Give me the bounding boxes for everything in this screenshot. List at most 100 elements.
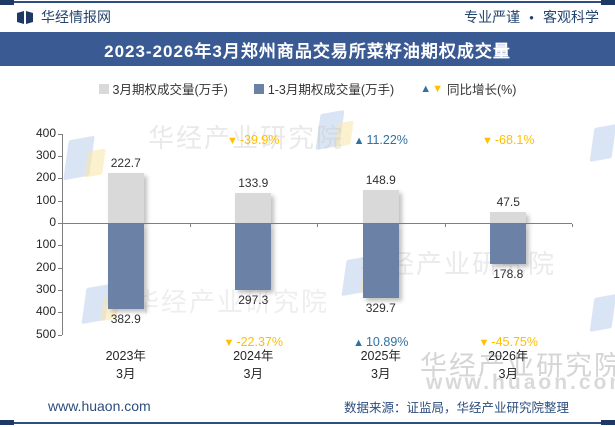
footer: www.huaon.com 数据来源：证监局，华经产业研究院整理 (0, 391, 615, 421)
legend-marker-blue-square (253, 83, 264, 94)
brand-logo-icon (17, 10, 33, 24)
x-label-year: 2026年 (488, 349, 529, 363)
y-axis-line (62, 134, 63, 335)
growth-value: -68.1% (494, 133, 535, 147)
month-growth-label: ▼ -68.1% (458, 133, 558, 147)
month-volume-bar (107, 173, 144, 223)
y-tick-label: 100 (35, 193, 56, 207)
cumulative-volume-value: 329.7 (365, 300, 396, 315)
x-category-label: 2025年 3月 (331, 348, 431, 383)
y-tick-label: 400 (35, 126, 56, 140)
slogan-dot-icon: ● (529, 12, 534, 22)
legend-label-growth: 同比增长(%) (447, 83, 517, 97)
month-volume-bar (362, 189, 399, 223)
month-volume-value: 133.9 (238, 176, 269, 191)
x-label-month: 3月 (498, 366, 518, 381)
x-tick-mark (317, 224, 318, 227)
x-label-year: 2025年 (360, 349, 401, 363)
month-volume-value: 148.9 (365, 172, 396, 187)
brand: 华经情报网 (16, 7, 111, 27)
x-label-month: 3月 (116, 366, 136, 381)
triangle-up-icon: ▲ (420, 82, 432, 95)
y-tick-label: 100 (35, 237, 56, 251)
corner-accent-top-right (601, 0, 615, 5)
top-border (0, 1, 615, 3)
cumulative-volume-value: 382.9 (110, 312, 141, 327)
growth-value: 10.89% (365, 335, 409, 349)
y-tick-mark (58, 245, 62, 246)
corner-accent-top-left (0, 0, 14, 5)
legend-marker-gray-square (98, 83, 109, 94)
y-tick-mark (58, 268, 62, 269)
cumulative-volume-bar (235, 224, 272, 291)
y-tick-mark (58, 134, 62, 135)
x-tick-mark (445, 224, 446, 227)
y-tick-mark (58, 156, 62, 157)
y-tick-label: 200 (35, 260, 56, 274)
x-category-label: 2026年 3月 (458, 348, 558, 383)
chart-title-bar: 2023-2026年3月郑州商品交易所菜籽油期权成交量 (0, 32, 615, 66)
x-tick-mark (62, 224, 63, 227)
corner-accent-bottom-right (601, 420, 615, 425)
growth-value: 11.22% (366, 133, 408, 147)
month-growth-label: ▲ 11.22% (331, 133, 431, 147)
growth-value: -45.75% (491, 335, 538, 349)
cumulative-volume-bar (362, 224, 399, 298)
triangle-down-icon: ▼ (478, 337, 490, 349)
slogan-right: 客观科学 (543, 9, 599, 25)
cumulative-growth-label: ▼ -45.75% (458, 335, 558, 349)
legend: 3月期权成交量(万手) 1-3月期权成交量(万手) ▲ ▼ 同比增长(%) (0, 79, 615, 98)
y-tick-mark (58, 335, 62, 336)
legend-item-month-volume: 3月期权成交量(万手) (98, 79, 228, 98)
plot-area: 400 300 200 100 0 100 200 300 400 500 222.7 382.9 20… (0, 105, 615, 395)
y-tick-mark (58, 223, 62, 224)
growth-value: -22.37% (236, 335, 283, 349)
x-tick-mark (572, 224, 573, 227)
legend-item-cumulative-volume: 1-3月期权成交量(万手) (253, 79, 395, 98)
y-tick-mark (58, 178, 62, 179)
triangle-down-icon: ▼ (482, 135, 493, 147)
x-label-month: 3月 (371, 366, 391, 381)
y-tick-label: 300 (35, 282, 56, 296)
triangle-down-icon: ▼ (227, 135, 238, 147)
month-volume-value: 47.5 (496, 195, 520, 210)
cumulative-volume-value: 297.3 (238, 293, 269, 308)
triangle-up-icon: ▲ (353, 135, 365, 147)
y-tick-label: 300 (35, 148, 56, 162)
legend-item-growth: ▲ ▼ 同比增长(%) (420, 79, 516, 98)
y-tick-mark (58, 290, 62, 291)
triangle-up-icon: ▲ (353, 337, 364, 349)
cumulative-volume-bar (107, 224, 144, 310)
x-tick-mark (190, 224, 191, 227)
x-category-label: 2023年 3月 (76, 348, 176, 383)
legend-label-cumulative-volume: 1-3月期权成交量(万手) (267, 83, 395, 97)
month-volume-bar (235, 193, 272, 223)
chart-title: 2023-2026年3月郑州商品交易所菜籽油期权成交量 (104, 41, 511, 61)
month-growth-label: ▼ -39.9% (203, 133, 303, 147)
month-volume-value: 222.7 (110, 156, 141, 171)
brand-name: 华经情报网 (41, 9, 111, 25)
header: 华经情报网 专业严谨 ● 客观科学 (0, 4, 615, 30)
y-tick-label: 200 (35, 170, 56, 184)
y-tick-label: 500 (35, 327, 56, 341)
cumulative-volume-value: 178.8 (493, 266, 524, 281)
x-label-year: 2023年 (105, 349, 146, 363)
y-tick-label: 0 (49, 215, 56, 229)
legend-label-month-volume: 3月期权成交量(万手) (112, 83, 228, 97)
x-axis-line (62, 223, 572, 224)
x-label-month: 3月 (243, 366, 263, 381)
data-source-note: 数据来源：证监局，华经产业研究院整理 (343, 400, 569, 415)
triangle-down-icon: ▼ (223, 337, 235, 349)
corner-accent-bottom-left (0, 420, 14, 425)
x-category-label: 2024年 3月 (203, 348, 303, 383)
footer-site-link: www.huaon.com (48, 398, 151, 414)
y-tick-mark (58, 312, 62, 313)
bottom-border (0, 422, 615, 424)
cumulative-volume-bar (490, 224, 527, 264)
header-slogan: 专业严谨 ● 客观科学 (464, 7, 599, 27)
cumulative-growth-label: ▲ 10.89% (331, 335, 431, 349)
y-tick-label: 400 (35, 304, 56, 318)
triangle-down-icon: ▼ (432, 82, 443, 95)
x-label-year: 2024年 (233, 349, 274, 363)
